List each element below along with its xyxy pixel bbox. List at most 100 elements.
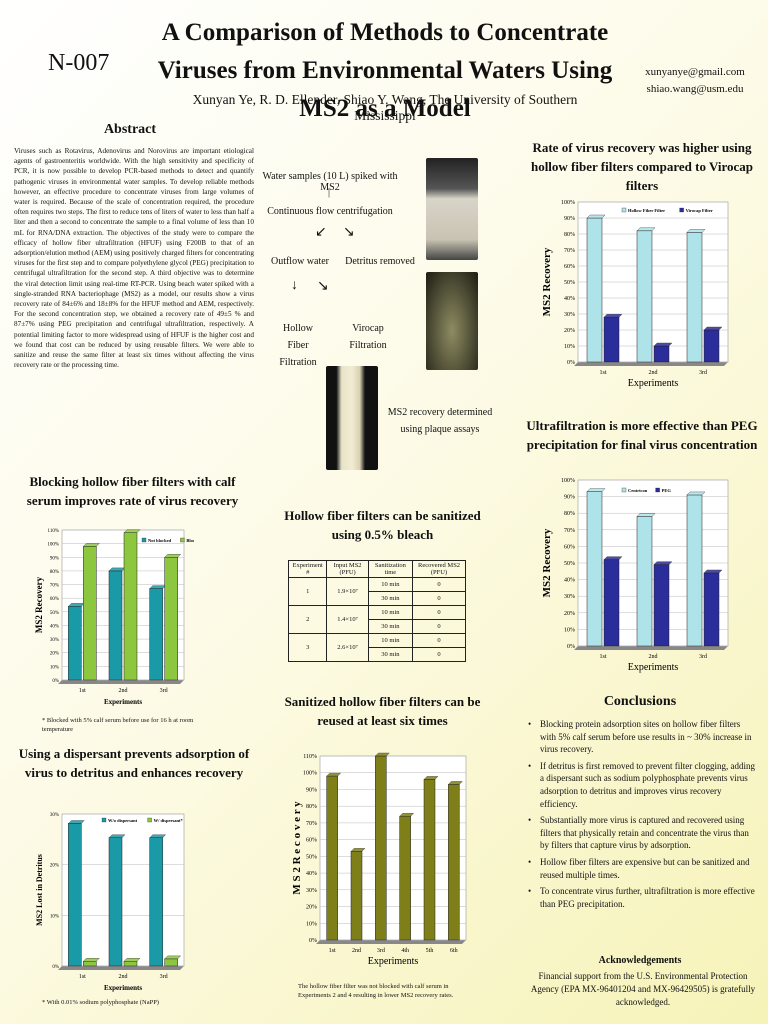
y-tick-label: 30% (50, 638, 59, 643)
blocking-chart: 0% 10% 20% 30% 40% 50% 60% 70% 80% 90% 100% 110% MS2… (34, 529, 194, 706)
list-item: Substantially more virus is captured and… (528, 814, 758, 852)
bar-top (82, 543, 100, 547)
bar-top (686, 491, 706, 496)
email-2[interactable]: shiao.wang@usm.edu (646, 83, 744, 95)
bar-top (636, 513, 656, 517)
x-tick-label: 1st (599, 370, 606, 376)
x-tick-label: 3rd (699, 370, 707, 376)
dispersant-chart: 0% 10% 20% 30% MS2 Lost in Detritus 1st 2nd 3rd… (35, 813, 185, 992)
flowchart: Water samples (10 L) spiked with MS2 | C… (255, 168, 495, 448)
table-cell: 10 min (367, 633, 414, 648)
x-tick-label: 3rd (699, 654, 707, 660)
y-tick-label: 60% (564, 264, 575, 270)
flow-virocap: Virocap Filtration (349, 323, 387, 351)
y-tick-label: 40% (50, 624, 59, 629)
y-tick-label: 60% (564, 544, 575, 550)
table-header: Input MS2 (PFU) (326, 560, 369, 578)
flow-arrow-down: | (328, 187, 331, 198)
table-cell: 0 (412, 605, 466, 620)
y-tick-label: 50% (50, 611, 59, 616)
y-tick-label: 10% (564, 344, 575, 350)
y-tick-label: 70% (306, 821, 317, 827)
bar (108, 837, 123, 967)
dispersant-title: Using a dispersant prevents adsorption o… (18, 746, 250, 780)
bar-top (603, 556, 623, 560)
bar-top (164, 554, 182, 558)
flow-hollow: Hollow Fiber Filtration (279, 323, 317, 368)
bar-top (164, 955, 182, 960)
y-tick-label: 10% (50, 665, 59, 670)
legend-swatch (101, 817, 107, 823)
x-axis-label: Experiments (104, 984, 142, 992)
legend-swatch (141, 537, 147, 543)
y-tick-label: 70% (564, 528, 575, 534)
dispersant-footnote: * With 0.01% sodium polyphosphate (NaPP) (42, 999, 159, 1006)
reuse-chart: 0% 10% 20% 30% 40% 50% 60% 70% 80% 90% 100% 110% M S… (291, 752, 467, 967)
bar (448, 784, 460, 941)
bar (326, 775, 338, 941)
y-tick-label: 70% (564, 248, 575, 254)
bar (703, 572, 720, 647)
poster-title: A Comparison of Methods to Concentrate V… (157, 19, 613, 122)
y-axis-label: MS2 Recovery (34, 576, 44, 633)
sanitize-title: Hollow fiber filters can be sanitized us… (284, 508, 481, 542)
y-tick-label: 100% (47, 543, 59, 548)
legend-swatch (621, 207, 627, 213)
bar (603, 316, 620, 363)
ultra-title: Ultrafiltration is more effective than P… (526, 418, 758, 452)
legend-label: Hollow Fiber Filter (628, 208, 665, 213)
table-cell: 2.6×10⁷ (326, 633, 369, 662)
plot-floor (574, 362, 728, 366)
flow-step-2: Continuous flow centrifugation (267, 206, 393, 217)
bar-top (686, 229, 706, 233)
y-tick-label: 40% (564, 578, 575, 584)
y-tick-label: 80% (564, 511, 575, 517)
y-tick-label: 100% (303, 771, 317, 777)
conclusions-title: Conclusions (603, 694, 677, 709)
x-axis-label: Experiments (368, 956, 419, 967)
x-tick-label: 2nd (649, 370, 658, 376)
y-tick-label: 20% (564, 328, 575, 334)
recovery-chart: 0% 10% 20% 30% 40% 50% 60% 70% 80% 90% 100% MS2 Rec… (541, 200, 729, 389)
y-tick-label: 70% (50, 584, 59, 589)
table-cell: 10 min (367, 577, 414, 592)
legend-label: Centricon (628, 488, 648, 493)
table-cell: 30 min (367, 619, 414, 634)
bar-top (108, 567, 126, 572)
flow-outflow: Outflow water (270, 256, 330, 267)
y-axis-label: MS2 Lost in Detritus (35, 854, 44, 926)
x-axis-label: Experiments (628, 662, 679, 673)
y-tick-label: 110% (303, 754, 317, 760)
table-cell: 10 min (367, 605, 414, 620)
bar-top (703, 326, 723, 331)
y-tick-label: 80% (50, 570, 59, 575)
bar (636, 516, 653, 647)
table-row: 3 2.6×10⁷ 10 min 0 (287, 633, 466, 662)
y-axis-label: MS2 Recovery (541, 247, 553, 316)
email-1[interactable]: xunyanye@gmail.com (645, 66, 745, 78)
table-header-row: Experiment # Input MS2 (PFU) Sanitizatio… (287, 560, 466, 578)
bar-top (447, 781, 463, 785)
table-cell: 3 (287, 633, 328, 662)
legend-label: PEG (662, 488, 672, 493)
reuse-footnote: The hollow fiber filter was not blocked … (298, 983, 454, 999)
table-cell: 0 (412, 591, 466, 606)
y-tick-label: 30% (564, 594, 575, 600)
flow-result: MS2 recovery determined using plaque ass… (387, 407, 493, 435)
blocking-title: Blocking hollow fiber filters with calf … (26, 474, 239, 508)
list-item: Hollow fiber filters are expensive but c… (528, 856, 758, 881)
y-tick-label: 100% (561, 478, 575, 484)
ack-text: Financial support from the U.S. Environm… (530, 971, 756, 1007)
bar (423, 779, 436, 941)
bar-top (82, 958, 100, 962)
bar (68, 823, 82, 967)
flow-arrow-down-2: ↓ (291, 278, 298, 293)
list-item: To concentrate virus further, ultrafiltr… (528, 885, 758, 910)
bar (586, 491, 603, 647)
y-tick-label: 30% (306, 888, 317, 894)
bar-top (423, 776, 439, 780)
bar-top (603, 313, 623, 318)
plot-floor (58, 966, 184, 970)
bar-top (636, 227, 656, 231)
bar-top (326, 772, 342, 777)
